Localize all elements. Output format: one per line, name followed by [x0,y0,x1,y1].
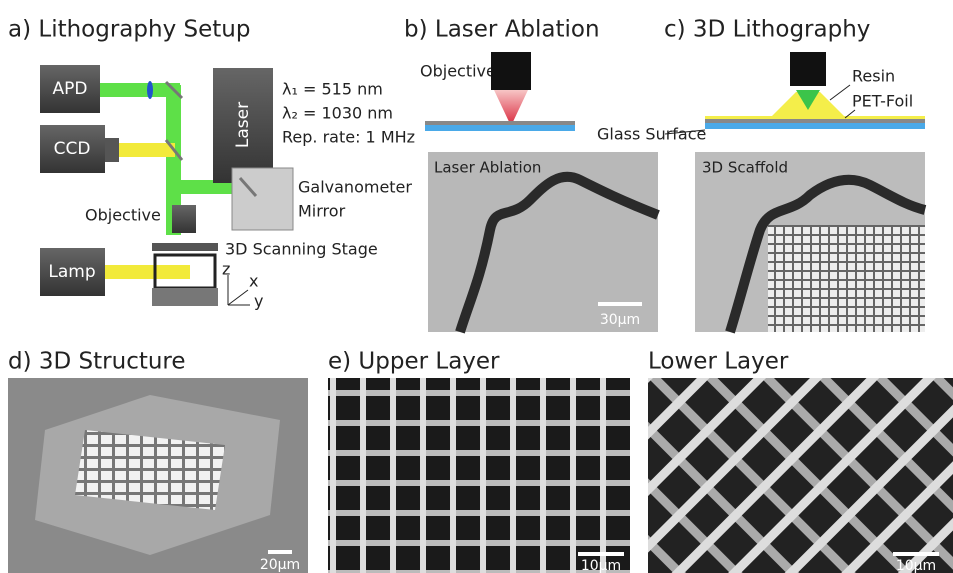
image-label: 3D Scaffold [702,159,788,177]
image-label: Laser Ablation [434,159,541,177]
laser-label: Laser [233,102,253,148]
lamp-label: Lamp [48,262,95,282]
scale-label: 10µm [581,558,621,573]
objective-label: Objective [420,62,496,81]
axis-label: y [254,292,263,311]
rep-rate: Rep. rate: 1 MHz [282,128,415,147]
axes-icon [228,275,250,305]
scale-bar [578,552,624,556]
figure: a) Lithography Setup APD CCD Lamp Laser … [0,0,953,573]
glass [425,125,575,131]
wavelength: λ₂ = 1030 nm [282,104,393,123]
pointer [830,85,850,100]
panel-title: b) Laser Ablation [404,17,600,43]
scale-bar [893,552,939,556]
page: body { margin: 0; background: #fff; font… [0,0,953,573]
scale-label: 20µm [260,557,300,573]
apd-label: APD [53,79,88,99]
ccd-port [105,138,119,162]
panel-title: e) Upper Layer [328,349,500,375]
sem-image [328,378,630,573]
surface [425,121,575,125]
objective [172,205,196,233]
mirror-label: Mirror [298,202,346,221]
laser-cone [494,90,528,126]
body: {"panel_a": {"title": "a) Lithography Se… [0,0,953,573]
foil-label: PET-Foil [852,92,913,111]
panel-title: c) 3D Lithography [664,17,870,43]
ccd-label: CCD [54,139,91,159]
scale-bar [598,302,642,306]
foil [705,119,925,123]
scale-bar [268,550,292,554]
resin-label: Resin [852,67,895,86]
wavelength: λ₁ = 515 nm [282,80,383,99]
scale-label: 10µm [896,558,936,573]
objective [491,52,531,90]
panel-title: a) Lithography Setup [8,17,250,43]
lens [147,81,153,99]
objective [790,52,826,86]
beam [105,265,190,279]
axis-label: z [222,260,230,279]
axis-label: x [249,272,258,291]
mirror-label: Galvanometer [298,178,412,197]
scaffold [768,225,925,332]
sem-image [648,378,953,573]
stage-base [152,288,218,306]
stage-top [152,243,218,251]
resin-film [705,116,925,119]
objective-label: Objective [85,206,161,225]
stage-label: 3D Scanning Stage [225,240,378,259]
glass [705,123,925,129]
panel-title: Lower Layer [648,349,789,375]
scale-label: 30µm [600,312,640,328]
panel-title: d) 3D Structure [8,349,186,375]
surface-label: Glass Surface [597,125,706,144]
